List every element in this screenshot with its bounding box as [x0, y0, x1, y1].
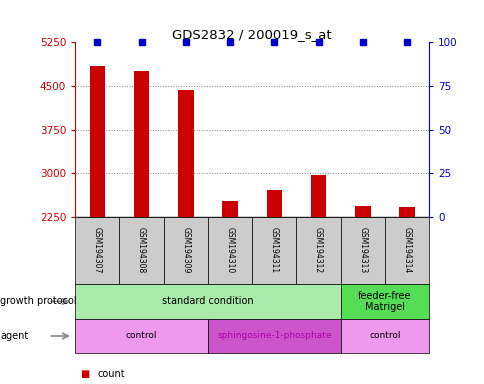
Text: GSM194307: GSM194307 — [92, 227, 102, 274]
Text: GSM194314: GSM194314 — [402, 227, 411, 274]
Text: GSM194308: GSM194308 — [137, 227, 146, 274]
Bar — [178, 90, 193, 217]
Text: control: control — [125, 331, 157, 341]
Text: ■: ■ — [80, 369, 89, 379]
Text: feeder-free
Matrigel: feeder-free Matrigel — [358, 291, 411, 312]
Text: GSM194313: GSM194313 — [358, 227, 366, 274]
Bar — [266, 190, 282, 217]
Text: agent: agent — [0, 331, 28, 341]
Bar — [398, 207, 414, 217]
Text: GSM194311: GSM194311 — [269, 227, 278, 274]
Bar — [222, 201, 237, 217]
Bar — [134, 71, 149, 217]
Bar — [90, 66, 105, 217]
Bar — [354, 207, 370, 217]
Text: GSM194309: GSM194309 — [181, 227, 190, 274]
Bar — [310, 175, 326, 217]
Text: control: control — [368, 331, 400, 341]
Text: GSM194312: GSM194312 — [314, 227, 322, 274]
Text: standard condition: standard condition — [162, 296, 253, 306]
Text: growth protocol: growth protocol — [0, 296, 76, 306]
Title: GDS2832 / 200019_s_at: GDS2832 / 200019_s_at — [172, 28, 332, 41]
Text: sphingosine-1-phosphate: sphingosine-1-phosphate — [217, 331, 331, 341]
Text: count: count — [97, 369, 124, 379]
Text: GSM194310: GSM194310 — [225, 227, 234, 274]
